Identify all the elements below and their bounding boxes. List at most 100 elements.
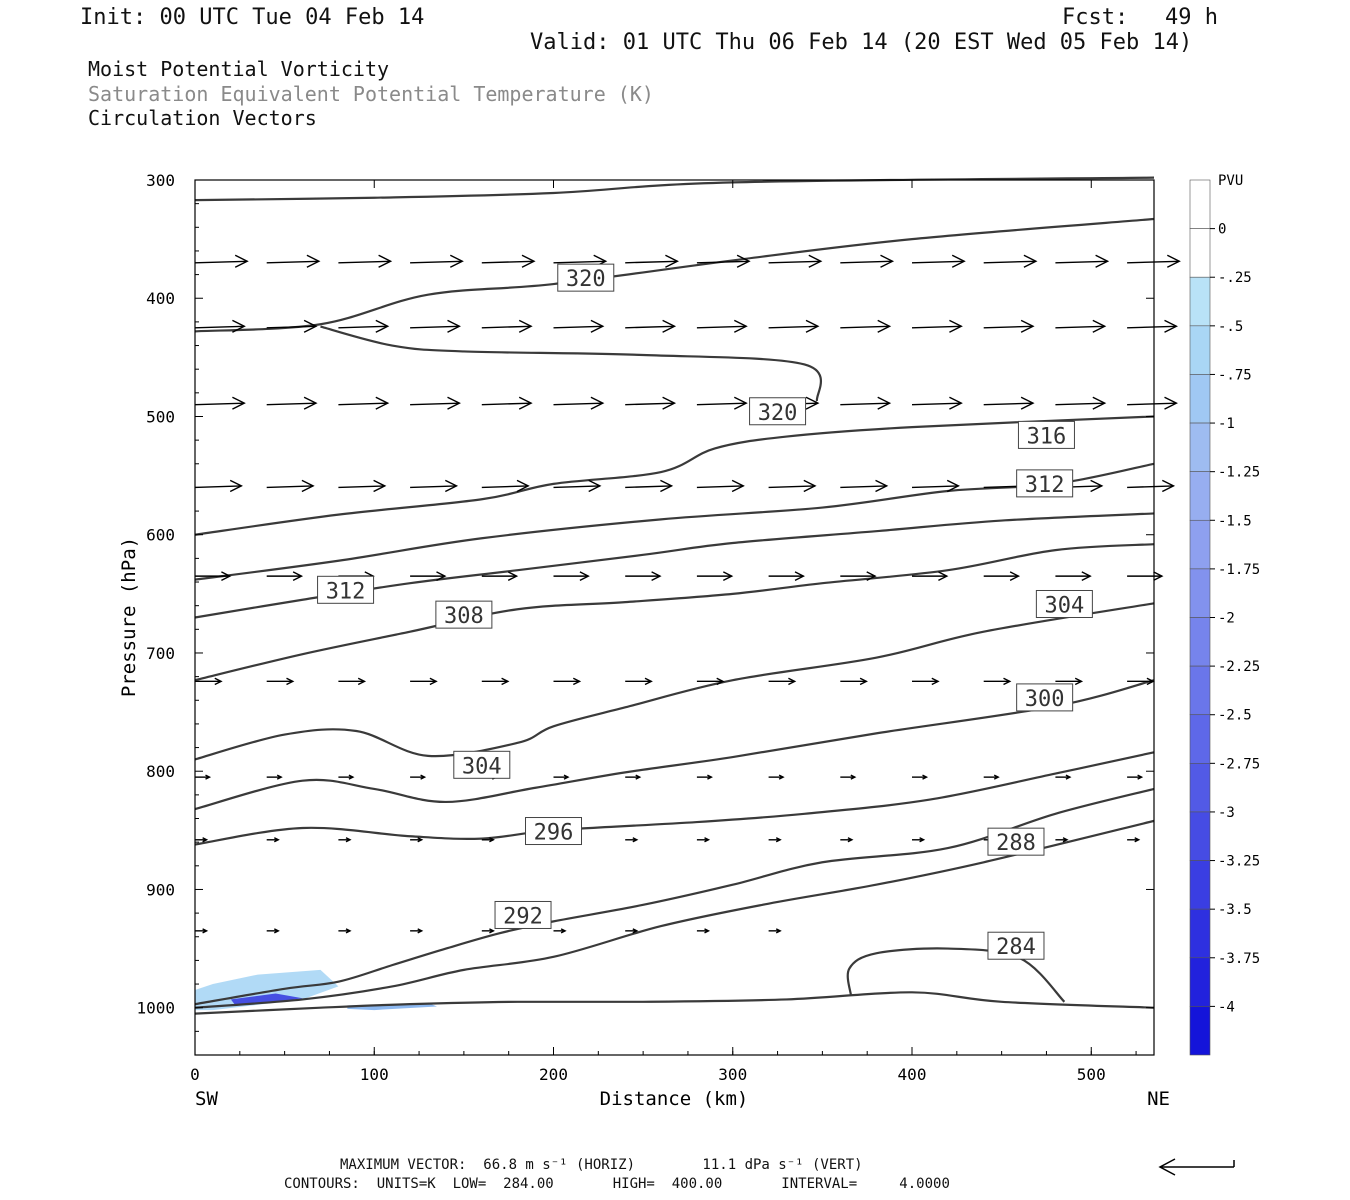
vector-arrow-1-2 (338, 319, 390, 333)
plot-frame (194, 179, 1155, 1056)
vector-arrow-2-0 (194, 396, 246, 410)
vector-arrow-4-5 (553, 571, 590, 581)
vector-arrow-5-6 (625, 677, 653, 686)
vector-arrow-1-13 (1127, 319, 1178, 333)
vector-arrow-0-6 (625, 254, 679, 268)
vector-arrow-5-9 (840, 677, 868, 686)
y-tick-label-1: 400 (146, 289, 175, 308)
colorbar-label-8: -2 (1218, 611, 1235, 627)
vector-arrow-1-0 (194, 319, 246, 333)
contour-label-1: 320 (566, 267, 606, 292)
contour-292-11 (194, 819, 1155, 1009)
vector-arrow-7-3 (410, 837, 424, 843)
vector-arrow-7-1 (266, 837, 280, 843)
vector-arrow-3-10 (911, 479, 960, 493)
vector-arrow-0-1 (266, 254, 321, 268)
contour-label-6: 308 (444, 604, 484, 629)
colorbar-label-1: -.25 (1218, 270, 1252, 286)
vector-arrow-5-8 (768, 677, 797, 686)
title-line-3: Circulation Vectors (88, 106, 317, 130)
colorbar-swatch-12 (1189, 763, 1211, 813)
vector-arrow-7-12 (1055, 837, 1069, 843)
vector-arrow-0-4 (481, 254, 536, 268)
vector-arrow-8-1 (266, 928, 280, 934)
vector-arrow-6-1 (266, 774, 283, 780)
y-tick-label-3: 600 (146, 526, 175, 545)
colorbar-swatch-15 (1189, 908, 1211, 959)
y-tick-label-6: 900 (146, 880, 175, 899)
y-tick-label-7: 1000 (136, 999, 175, 1018)
vector-arrow-6-8 (768, 774, 785, 780)
contour-label-box-4 (1016, 469, 1074, 498)
vector-arrow-6-2 (338, 774, 355, 780)
x-axis-label: Distance (km) (600, 1088, 749, 1110)
contour-284-13 (846, 947, 1066, 1003)
vector-arrow-4-11 (983, 571, 1021, 581)
vector-arrow-7-0 (195, 837, 209, 843)
contour-label-box-11 (494, 900, 552, 929)
vector-arrow-1-12 (1055, 319, 1107, 333)
vector-arrow-6-3 (410, 774, 427, 780)
colorbar-swatch-7 (1189, 519, 1211, 570)
colorbar-swatch-9 (1189, 617, 1211, 667)
vector-arrow-2-5 (553, 396, 605, 410)
vector-arrow-0-10 (911, 254, 966, 268)
vector-arrow-0-0 (194, 254, 249, 268)
contour-label-8: 300 (1025, 687, 1065, 712)
vector-arrow-1-1 (266, 319, 318, 333)
colorbar-swatch-6 (1189, 471, 1211, 521)
vector-arrow-5-0 (195, 677, 223, 686)
colorbar-title: PVU (1218, 173, 1243, 189)
vector-arrow-5-12 (1055, 677, 1084, 686)
vector-arrow-4-12 (1055, 571, 1092, 581)
colorbar-label-16: -4 (1218, 999, 1235, 1015)
vector-arrow-2-13 (1127, 396, 1178, 410)
colorbar-swatch-17 (1189, 1006, 1211, 1056)
colorbar-label-6: -1.5 (1218, 513, 1252, 529)
colorbar-swatch-0 (1189, 179, 1211, 229)
contour-label-7: 304 (1044, 593, 1084, 618)
vector-arrow-3-6 (625, 479, 674, 493)
colorbar-label-7: -1.75 (1218, 562, 1260, 578)
contour-label-9: 304 (462, 754, 502, 779)
vector-arrow-0-9 (840, 254, 895, 268)
axes-layer: 0 100 200 300 400 500 300 400 500 600 700 800 900 100… (136, 171, 1154, 1084)
vector-arrow-4-13 (1127, 571, 1164, 581)
vector-arrow-7-6 (625, 837, 639, 843)
reference-vector-arrow (1158, 1158, 1235, 1176)
vector-arrow-7-9 (840, 837, 854, 843)
vector-arrow-6-0 (195, 774, 212, 780)
pv-shade-0 (195, 969, 339, 1011)
colorbar-swatch-1 (1189, 228, 1211, 278)
vector-arrow-1-10 (911, 319, 963, 333)
title-line-1: Moist Potential Vorticity (88, 57, 390, 81)
vector-arrow-8-3 (410, 928, 424, 934)
contour-312-4 (194, 462, 1155, 581)
contour-320-2 (320, 325, 823, 402)
colorbar-label-15: -3.75 (1218, 951, 1260, 967)
vector-arrow-3-7 (696, 479, 745, 493)
vector-arrow-5-2 (338, 677, 367, 686)
contour-label-4: 312 (1025, 473, 1065, 498)
vector-arrow-2-6 (625, 396, 677, 410)
colorbar-swatch-10 (1189, 665, 1211, 716)
vector-arrow-5-13 (1127, 677, 1155, 686)
init-time: Init: 00 UTC Tue 04 Feb 14 (80, 5, 425, 30)
vector-arrow-7-4 (481, 837, 495, 843)
contour-label-box-8 (1016, 683, 1074, 712)
vector-arrow-7-7 (696, 837, 711, 843)
x-tick-label-0: 0 (190, 1065, 200, 1084)
vector-arrow-2-7 (696, 396, 748, 410)
vector-arrow-6-11 (983, 774, 1000, 780)
contour-304-9 (194, 751, 1155, 846)
contour-316-3 (194, 415, 1155, 536)
vector-arrow-3-13 (1127, 479, 1176, 493)
vector-arrow-3-5 (553, 479, 602, 493)
vector-arrow-2-4 (481, 396, 533, 410)
vector-arrow-6-6 (625, 774, 642, 780)
vector-arrow-8-6 (625, 928, 639, 934)
y-tick-label-0: 300 (146, 171, 175, 190)
vector-arrow-7-10 (912, 837, 926, 843)
y-axis-label: Pressure (hPa) (118, 537, 140, 697)
x-tick-label-3: 300 (718, 1065, 747, 1084)
